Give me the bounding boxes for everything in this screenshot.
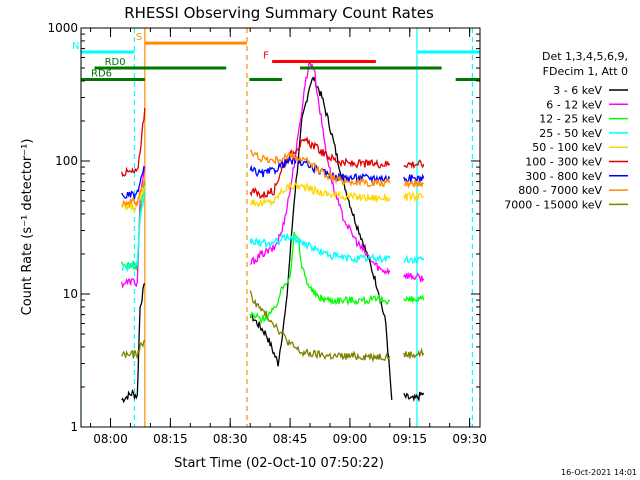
series-line-6-12keV-seg2 — [403, 271, 425, 283]
legend-label-3-6keV: 3 - 6 keV — [553, 84, 602, 97]
chart-title: RHESSI Observing Summary Count Rates — [124, 4, 434, 22]
flag-label-saa-0: S — [136, 32, 142, 43]
legend-label-7000-15000keV: 7000 - 15000 keV — [504, 198, 602, 211]
y-tick-label: 10 — [63, 287, 78, 301]
series-line-12-25keV-seg2 — [403, 294, 425, 304]
x-tick-label: 08:15 — [153, 432, 188, 446]
series-line-50-100keV-seg0 — [121, 185, 146, 213]
flag-label-rd0-4: RD0 — [105, 57, 126, 68]
legend-label-12-25keV: 12 - 25 keV — [539, 113, 602, 126]
series-line-7000-15000keV-seg0 — [121, 339, 146, 361]
series-line-800-7000keV-seg2 — [403, 179, 424, 190]
series-line-25-50keV-seg2 — [403, 254, 425, 264]
x-tick-label: 08:45 — [273, 432, 308, 446]
series-line-3-6keV-seg0 — [121, 283, 146, 404]
x-tick-label: 08:30 — [213, 432, 248, 446]
series-line-300-800keV-seg0 — [121, 165, 146, 200]
series-line-300-800keV-seg1 — [249, 156, 391, 184]
y-tick-label: 1 — [70, 420, 78, 434]
legend-header-line-1: Det 1,3,4,5,6,9, — [542, 50, 628, 63]
series-line-7000-15000keV-seg2 — [403, 347, 425, 359]
x-tick-label: 09:30 — [452, 432, 487, 446]
series-line-12-25keV-seg1 — [249, 231, 390, 325]
series-line-25-50keV-seg0 — [121, 190, 146, 273]
plot-frame — [80, 27, 481, 428]
legend-label-50-100keV: 50 - 100 keV — [532, 141, 602, 154]
x-axis-label: Start Time (02-Oct-10 07:50:22) — [174, 456, 384, 471]
series-line-3-6keV-seg2 — [403, 391, 425, 403]
flag-label-rd6-6: RD6 — [91, 68, 112, 79]
legend-label-25-50keV: 25 - 50 keV — [539, 127, 602, 140]
series-line-100-300keV-seg1 — [249, 136, 391, 199]
series-line-800-7000keV-seg0 — [121, 180, 145, 208]
y-axis-label: Count Rate (s⁻¹ detector⁻¹) — [20, 139, 35, 316]
series-line-50-100keV-seg1 — [249, 181, 391, 209]
legend-label-300-800keV: 300 - 800 keV — [525, 170, 602, 183]
legend-label-100-300keV: 100 - 300 keV — [525, 156, 602, 169]
series-line-800-7000keV-seg1 — [249, 149, 391, 188]
series-line-50-100keV-seg2 — [403, 190, 425, 203]
footer-timestamp: 16-Oct-2021 14:01 — [561, 468, 637, 477]
series-line-100-300keV-seg2 — [403, 159, 425, 170]
y-tick-label: 100 — [55, 154, 78, 168]
legend-label-800-7000keV: 800 - 7000 keV — [518, 184, 602, 197]
x-tick-label: 09:00 — [333, 432, 368, 446]
x-tick-label: 08:00 — [93, 432, 128, 446]
series-line-300-800keV-seg2 — [403, 173, 425, 184]
flag-label-flare-3: F — [263, 50, 269, 61]
series-line-25-50keV-seg1 — [249, 233, 391, 264]
series-line-7000-15000keV-seg1 — [249, 290, 391, 363]
legend-header-line-2: FDecim 1, Att 0 — [543, 65, 628, 78]
flag-label-night-1: N — [72, 41, 79, 52]
series-line-6-12keV-seg1 — [249, 61, 391, 275]
x-tick-label: 09:15 — [392, 432, 427, 446]
series-line-100-300keV-seg0 — [121, 108, 146, 177]
y-tick-label: 1000 — [47, 21, 78, 35]
legend-label-6-12keV: 6 - 12 keV — [546, 98, 602, 111]
